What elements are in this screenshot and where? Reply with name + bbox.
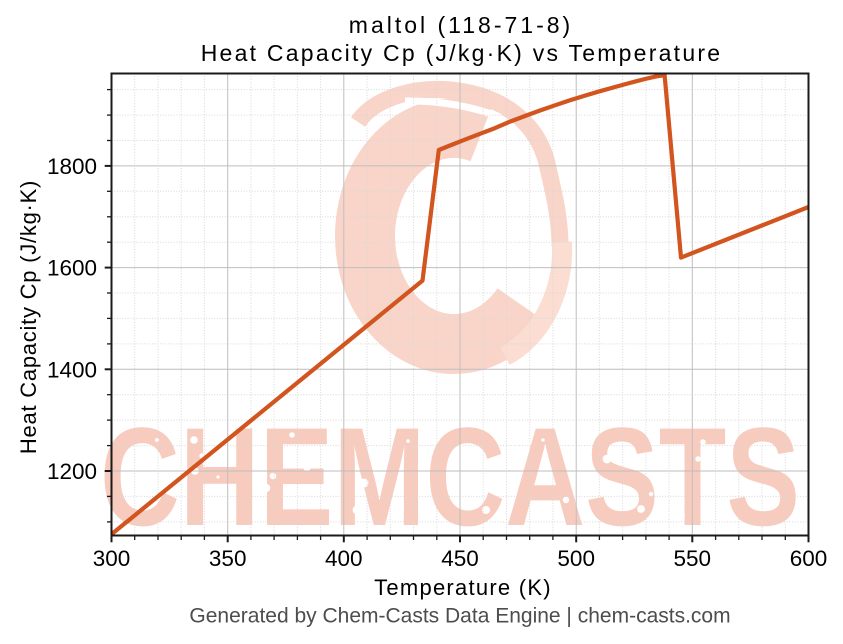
- svg-text:Generated by Chem-Casts Data E: Generated by Chem-Casts Data Engine | ch…: [189, 605, 730, 628]
- svg-text:350: 350: [209, 546, 247, 571]
- svg-text:1600: 1600: [47, 256, 97, 281]
- svg-text:500: 500: [557, 546, 595, 571]
- svg-text:CHEMCASTS: CHEMCASTS: [100, 398, 800, 555]
- svg-text:1200: 1200: [47, 459, 97, 484]
- svg-text:1400: 1400: [47, 357, 97, 382]
- svg-text:Heat Capacity Cp (J/kg·K) vs T: Heat Capacity Cp (J/kg·K) vs Temperature: [201, 40, 723, 66]
- svg-text:600: 600: [790, 546, 828, 571]
- svg-text:400: 400: [325, 546, 363, 571]
- svg-text:1800: 1800: [47, 154, 97, 179]
- svg-text:Heat Capacity Cp (J/kg·K): Heat Capacity Cp (J/kg·K): [16, 180, 41, 454]
- svg-text:450: 450: [441, 546, 479, 571]
- svg-text:Temperature (K): Temperature (K): [374, 575, 552, 600]
- svg-text:550: 550: [674, 546, 712, 571]
- svg-text:300: 300: [93, 546, 131, 571]
- svg-text:maltol (118-71-8): maltol (118-71-8): [349, 12, 573, 38]
